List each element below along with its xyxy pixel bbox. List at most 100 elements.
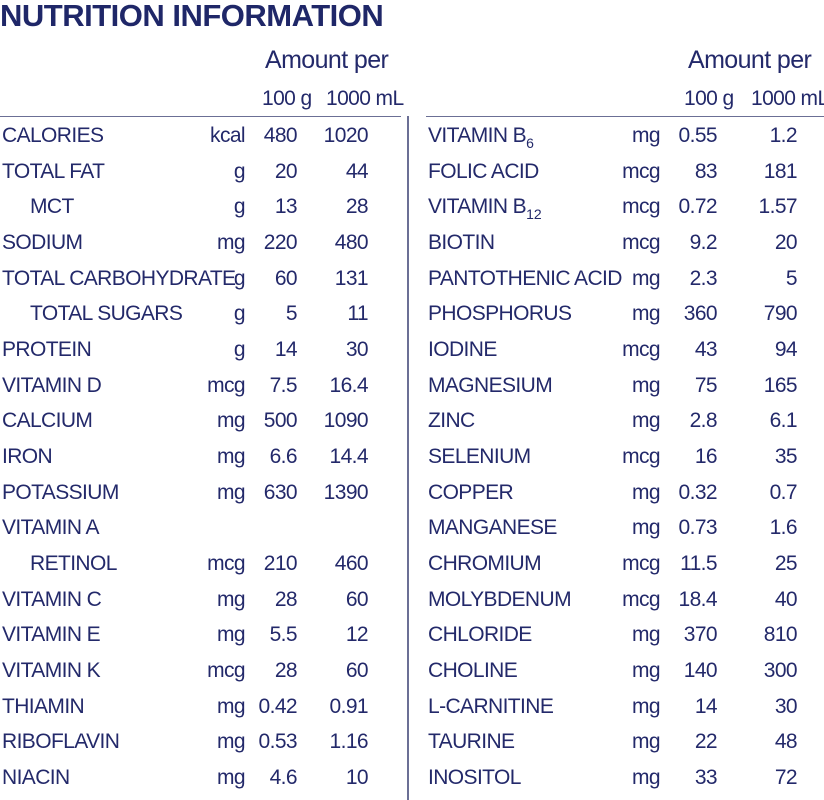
nutrient-name-text: VITAMIN K — [2, 659, 101, 683]
amount-100g: 5.5 — [269, 623, 298, 647]
amount-1000ml: 11 — [347, 302, 368, 326]
unit: mcg — [622, 338, 660, 362]
nutrient-name: TOTAL CARBOHYDRATE — [2, 266, 236, 291]
unit: mg — [632, 659, 661, 683]
nutrient-name: VITAMIN B12 — [428, 195, 542, 226]
amount-100g: 0.73 — [678, 516, 718, 540]
nutrient-name: THIAMIN — [2, 695, 85, 719]
nutrient-name: SELENIUM — [428, 445, 531, 469]
unit: mg — [217, 231, 246, 254]
amount-100g: 370 — [683, 623, 718, 647]
nutrient-name: POTASSIUM — [2, 481, 119, 505]
amount-1000ml: 20 — [774, 231, 798, 254]
amount-1000ml: 181 — [763, 159, 798, 183]
nutrient-name-text: TOTAL FAT — [2, 159, 105, 183]
unit: mcg — [622, 231, 660, 254]
amount-100g: 220 — [263, 231, 298, 254]
amount-100g: 83 — [694, 159, 718, 183]
unit: mg — [217, 766, 246, 790]
amount-1000ml: 16.4 — [329, 373, 369, 397]
nutrient-name-text: CALCIUM — [2, 409, 93, 433]
amount-100g: 28 — [274, 659, 298, 683]
amount-1000ml: 14.4 — [329, 445, 369, 469]
amount-100g: 60 — [274, 266, 298, 290]
unit: mg — [632, 766, 661, 790]
nutrient-name: FOLIC ACID — [428, 160, 539, 184]
nutrient-name: ZINC — [428, 409, 475, 433]
nutrient-name: SODIUM — [2, 231, 83, 255]
unit: mg — [217, 480, 246, 504]
nutrient-name-text: TOTAL CARBOHYDRATE — [2, 266, 236, 290]
amount-1000ml: 1.57 — [758, 195, 798, 219]
amount-100g: 75 — [694, 373, 718, 397]
amount-100g: 0.32 — [678, 480, 718, 504]
amount-1000ml: 790 — [763, 302, 798, 326]
amount-100g: 7.5 — [269, 373, 298, 397]
amount-1000ml: 30 — [774, 694, 798, 718]
amount-1000ml: 1390 — [323, 480, 369, 504]
nutrient-name-text: L-CARNITINE — [428, 694, 554, 718]
nutrient-name-text: VITAMIN B — [428, 195, 527, 219]
column-header: 100 g — [262, 87, 312, 110]
amount-1000ml: 30 — [345, 338, 369, 362]
amount-100g: 0.53 — [258, 730, 298, 754]
nutrient-name-text: FOLIC ACID — [428, 159, 539, 183]
unit: g — [233, 266, 246, 290]
nutrient-name: CALORIES — [2, 124, 104, 148]
nutrient-name: VITAMIN K — [2, 659, 101, 683]
amount-1000ml: 25 — [774, 552, 798, 576]
amount-100g: 0.72 — [678, 195, 718, 219]
nutrient-name: CALCIUM — [2, 409, 93, 433]
nutrient-name-text: VITAMIN D — [2, 373, 102, 397]
amount-1000ml: 5 — [785, 266, 798, 290]
amount-1000ml: 460 — [334, 552, 369, 576]
nutrient-name-text: RIBOFLAVIN — [2, 730, 120, 754]
nutrient-name: MANGANESE — [428, 516, 557, 540]
header-rule — [0, 116, 401, 117]
nutrient-name-text: VITAMIN E — [2, 623, 101, 647]
amount-header: Amount per — [265, 46, 389, 74]
unit: mcg — [622, 552, 660, 576]
unit: g — [233, 195, 246, 219]
amount-100g: 140 — [683, 659, 718, 683]
amount-1000ml: 6.1 — [769, 409, 798, 433]
unit: mcg — [622, 159, 660, 183]
nutrient-name-text: NIACIN — [2, 766, 70, 790]
nutrient-name: VITAMIN C — [2, 588, 102, 612]
amount-100g: 210 — [263, 552, 298, 576]
header-rule — [426, 116, 824, 117]
unit: mg — [632, 409, 661, 433]
nutrient-name-text: VITAMIN A — [2, 516, 100, 540]
amount-100g: 480 — [263, 124, 298, 147]
amount-100g: 14 — [694, 694, 718, 718]
nutrient-name: TOTAL FAT — [2, 159, 105, 184]
amount-1000ml: 44 — [345, 159, 369, 183]
unit: mcg — [622, 445, 660, 469]
nutrient-name-text: TAURINE — [428, 730, 515, 754]
nutrient-name-text: PANTOTHENIC ACID — [428, 266, 622, 290]
nutrient-name-text: RETINOL — [30, 552, 117, 576]
nutrient-name-text: POTASSIUM — [2, 480, 119, 504]
amount-100g: 2.3 — [689, 266, 718, 290]
amount-1000ml: 1020 — [323, 124, 369, 147]
column-header: 100 g — [684, 87, 734, 110]
amount-100g: 4.6 — [269, 766, 298, 790]
unit: mcg — [207, 552, 245, 576]
amount-1000ml: 48 — [774, 730, 798, 754]
nutrient-name: VITAMIN D — [2, 373, 102, 398]
nutrient-name-text: VITAMIN B — [428, 124, 527, 147]
amount-100g: 43 — [694, 338, 718, 362]
nutrient-name-text: SODIUM — [2, 231, 83, 254]
amount-100g: 22 — [694, 730, 718, 754]
unit: mg — [632, 302, 661, 326]
amount-1000ml: 35 — [774, 445, 798, 469]
nutrient-name-text: PROTEIN — [2, 338, 92, 362]
nutrient-name: BIOTIN — [428, 231, 495, 255]
nutrient-name-text: SELENIUM — [428, 445, 531, 469]
unit: mg — [632, 730, 661, 754]
nutrient-name: INOSITOL — [428, 766, 521, 790]
amount-100g: 6.6 — [269, 445, 298, 469]
nutrient-name: COPPER — [428, 481, 514, 505]
nutrient-name: VITAMIN B6 — [428, 124, 534, 155]
